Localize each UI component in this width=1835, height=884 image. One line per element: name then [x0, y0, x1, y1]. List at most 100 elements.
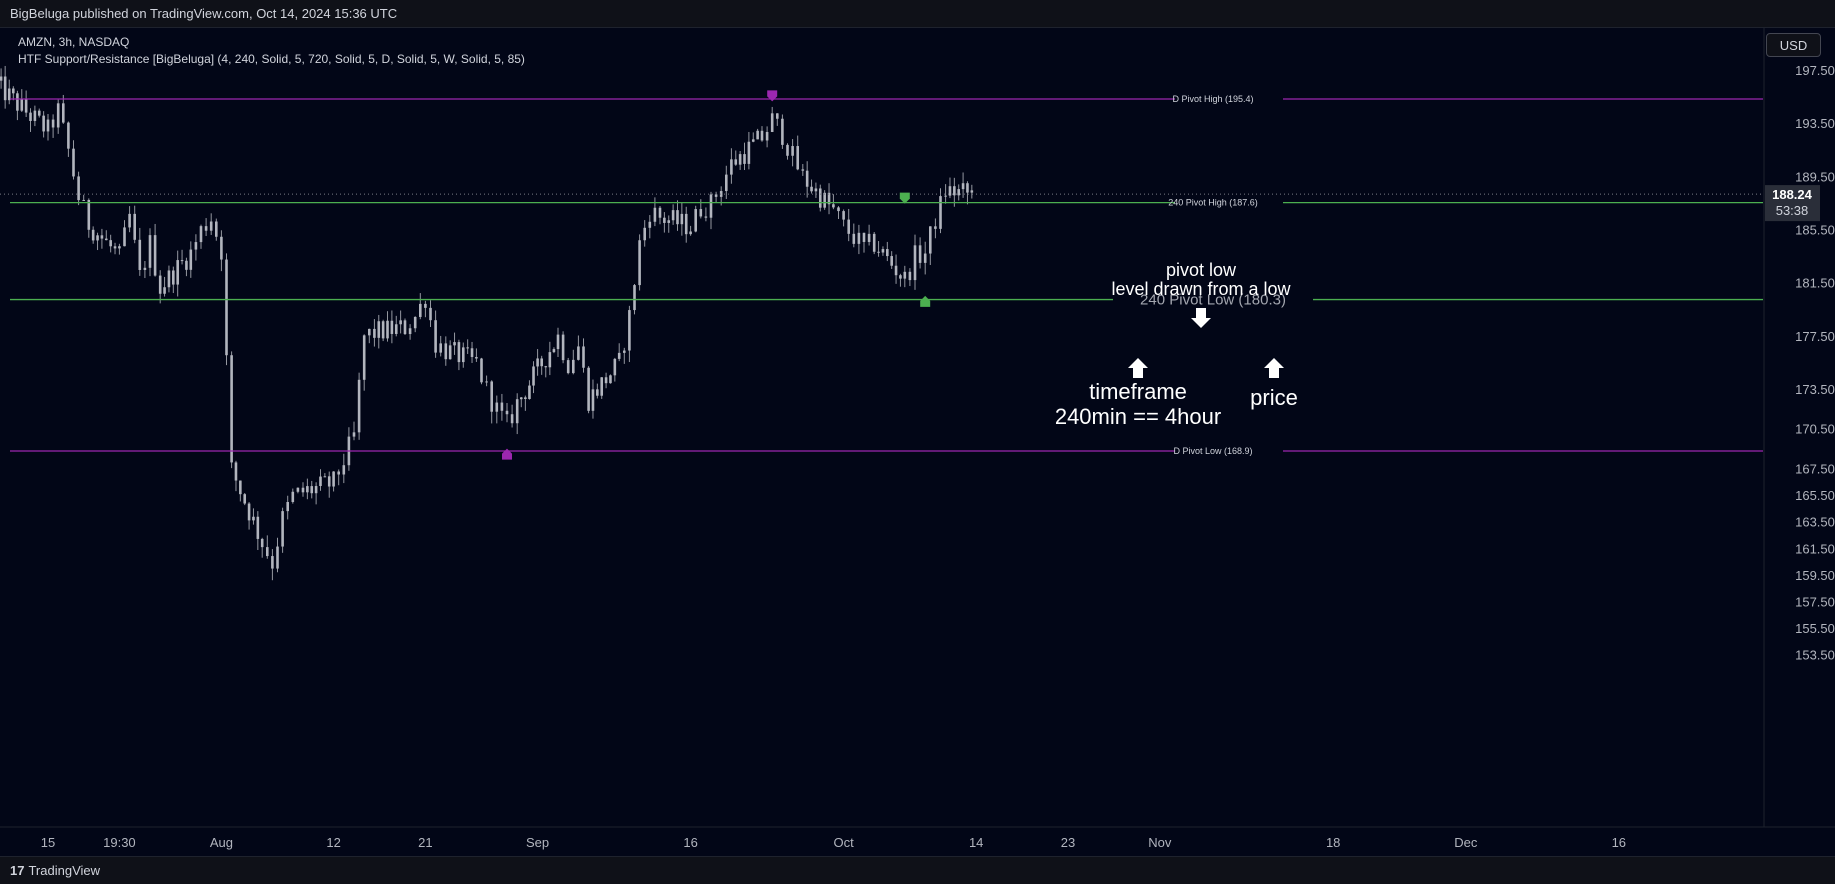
candle-body	[104, 238, 108, 241]
candle-body	[470, 348, 474, 357]
candle-body	[143, 267, 147, 270]
candle-body	[16, 93, 19, 111]
candle-body	[734, 159, 738, 165]
candle-body	[457, 342, 461, 363]
candle-body	[566, 360, 570, 374]
candle-body	[495, 402, 499, 412]
candle-body	[818, 188, 822, 208]
candle-body	[434, 320, 437, 353]
footer-bar: 17 TradingView	[0, 856, 1835, 884]
pivot-low-marker	[502, 448, 512, 460]
candle-body	[72, 148, 75, 177]
candle-body	[172, 270, 175, 285]
chart-legend: AMZN, 3h, NASDAQ HTF Support/Resistance …	[18, 34, 525, 68]
candle-body	[609, 375, 612, 384]
candle-body	[814, 188, 818, 192]
candle-body	[948, 186, 952, 196]
candle-body	[743, 154, 746, 164]
candle-body	[37, 110, 41, 116]
candle-body	[908, 271, 912, 281]
candle-body	[552, 349, 556, 353]
candle-body	[596, 389, 599, 396]
candle-body	[505, 410, 509, 415]
candle-body	[540, 358, 543, 367]
candle-body	[903, 271, 907, 279]
candle-body	[805, 170, 809, 187]
pivot-low-marker	[920, 295, 931, 307]
annotation-arrow-up-icon	[1128, 358, 1148, 378]
candle-body	[87, 199, 91, 230]
candle-body	[515, 399, 519, 424]
candle-body	[548, 352, 552, 368]
y-tick-label: 161.50	[1795, 541, 1835, 556]
y-tick-label: 193.50	[1795, 116, 1835, 131]
candle-body	[648, 221, 652, 228]
candle-body	[725, 174, 728, 192]
y-tick-label: 177.50	[1795, 329, 1835, 344]
candle-body	[633, 285, 636, 311]
pivot-high-marker	[767, 90, 778, 102]
candle-body	[91, 229, 95, 241]
candle-body	[296, 487, 300, 492]
candle-body	[617, 352, 621, 359]
candle-body	[760, 130, 764, 141]
candle-body	[480, 358, 483, 383]
candle-body	[46, 119, 50, 132]
candle-body	[377, 321, 381, 338]
candle-body	[276, 546, 279, 569]
annotation-pivot-low-subtitle: level drawn from a low	[1111, 279, 1291, 299]
candle-body	[600, 377, 604, 396]
candle-body	[939, 196, 942, 229]
candle-body	[877, 251, 880, 253]
candle-body	[403, 320, 407, 335]
candle-body	[966, 183, 969, 193]
candle-body	[29, 112, 32, 121]
candle-body	[453, 342, 456, 346]
candle-body	[638, 240, 641, 286]
chart-area[interactable]: 197.50 193.50 189.50 185.50 181.50 177.50 173.…	[0, 27, 1835, 856]
candle-body	[970, 190, 974, 193]
candle-body	[220, 236, 223, 260]
y-tick-label: 159.50	[1795, 568, 1835, 583]
candle-body	[923, 253, 927, 263]
candle-body	[852, 233, 856, 244]
x-tick-label: 19:30	[103, 835, 136, 850]
x-tick-label: 12	[326, 835, 340, 850]
y-tick-label: 181.50	[1795, 276, 1835, 291]
candle-body	[390, 320, 394, 334]
candle-body	[862, 232, 866, 242]
candle-body	[314, 486, 318, 494]
candle-body	[271, 556, 274, 569]
candle-body	[337, 471, 340, 475]
candle-body	[176, 260, 179, 285]
y-tick-label: 170.50	[1795, 422, 1835, 437]
candle-body	[281, 511, 284, 547]
candle-body	[429, 307, 432, 321]
candle-body	[490, 381, 493, 412]
candle-body	[913, 245, 917, 281]
candle-body	[587, 367, 590, 411]
last-price-countdown: 53:38	[1776, 203, 1809, 218]
level-label-d-pivot-high: D Pivot High (195.4)	[1172, 94, 1253, 104]
currency-button[interactable]: USD	[1766, 33, 1821, 57]
candle-body	[786, 144, 789, 156]
price-chart[interactable]: 197.50 193.50 189.50 185.50 181.50 177.50 173.…	[0, 27, 1835, 856]
last-price-badge	[1765, 185, 1820, 222]
candle-body	[252, 516, 255, 521]
candle-body	[352, 432, 356, 437]
indicator-legend: HTF Support/Resistance [BigBeluga] (4, 2…	[18, 52, 525, 66]
candle-body	[342, 465, 346, 475]
candle-body	[419, 303, 422, 317]
candle-body	[67, 122, 70, 149]
candle-body	[215, 221, 218, 237]
candle-body	[153, 235, 157, 276]
candle-body	[765, 131, 769, 141]
candle-body	[7, 88, 11, 101]
candle-body	[357, 379, 361, 433]
candle-body	[82, 199, 85, 201]
candle-body	[872, 233, 876, 252]
symbol-legend: AMZN, 3h, NASDAQ	[18, 35, 130, 49]
y-tick-label: 185.50	[1795, 223, 1835, 238]
candle-body	[373, 328, 376, 338]
candle-body	[362, 335, 366, 380]
